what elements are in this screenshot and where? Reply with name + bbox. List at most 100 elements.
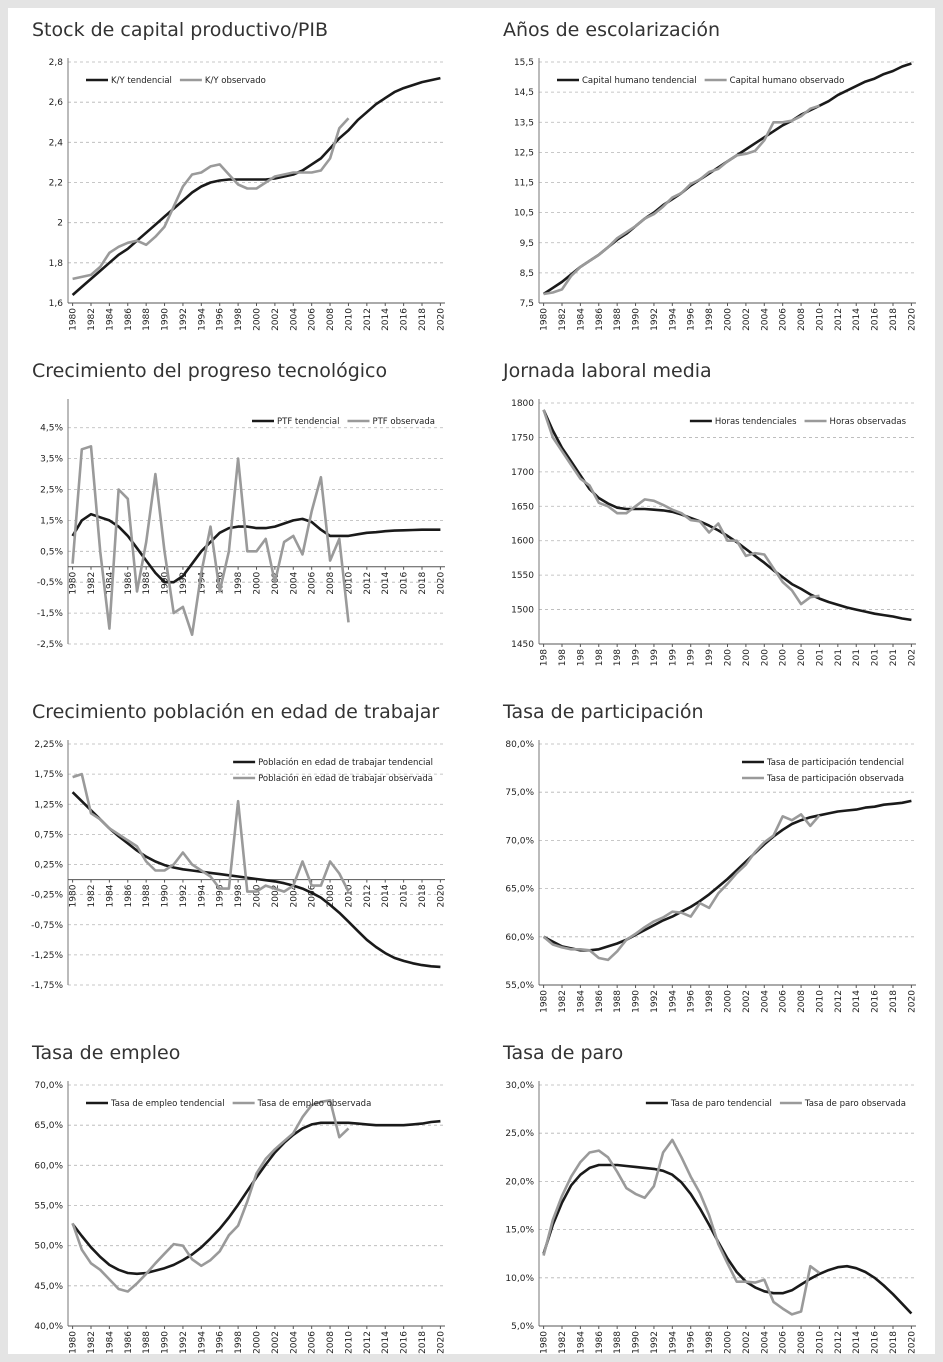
legend-label: PTF observada bbox=[372, 417, 435, 427]
legend: Horas tendenciales Horas observadas bbox=[689, 417, 907, 427]
x-tick-label: 1986 bbox=[595, 990, 605, 1013]
x-tick-label: 2004 bbox=[760, 1331, 770, 1354]
series-line bbox=[71, 791, 441, 969]
y-tick-label: 2,6 bbox=[49, 98, 64, 108]
x-tick-label: 1996 bbox=[216, 308, 226, 331]
chart-title: Stock de capital productivo/PIB bbox=[32, 19, 328, 41]
y-tick-label: 80,0% bbox=[505, 740, 534, 750]
x-tick-label: 2018 bbox=[418, 308, 428, 331]
y-tick-label: -2,5% bbox=[37, 640, 64, 650]
y-tick-label: 15,5 bbox=[514, 58, 534, 68]
x-tick-label: 1986 bbox=[124, 571, 134, 594]
x-tick-label: 199 bbox=[632, 649, 642, 666]
x-tick-label: 1998 bbox=[705, 1331, 715, 1354]
x-tick-label: 1992 bbox=[650, 990, 660, 1013]
legend: Capital humano tendencial Capital humano … bbox=[557, 76, 844, 86]
x-tick-label: 2016 bbox=[400, 884, 410, 907]
x-tick-label: 2012 bbox=[834, 990, 844, 1013]
x-tick-label: 1996 bbox=[216, 884, 226, 907]
x-tick-label: 1992 bbox=[179, 572, 189, 595]
y-tick-label: 1450 bbox=[511, 640, 534, 650]
x-tick-label: 1984 bbox=[576, 1331, 586, 1354]
y-tick-label: 5,0% bbox=[511, 1322, 534, 1332]
x-tick-label: 2020 bbox=[436, 308, 446, 331]
x-tick-label: 2020 bbox=[907, 990, 917, 1013]
y-tick-label: 1650 bbox=[511, 502, 534, 512]
x-tick-label: 200 bbox=[742, 649, 752, 666]
x-tick-label: 2002 bbox=[742, 1331, 752, 1354]
x-tick-label: 198 bbox=[595, 649, 605, 666]
x-tick-label: 1982 bbox=[558, 308, 568, 331]
x-tick-label: 2012 bbox=[834, 1331, 844, 1354]
series-line bbox=[71, 512, 441, 584]
x-tick-label: 2006 bbox=[308, 1331, 318, 1354]
x-tick-label: 200 bbox=[779, 649, 789, 666]
legend-label: Capital humano tendencial bbox=[582, 76, 697, 86]
x-tick-label: 201 bbox=[871, 649, 881, 666]
x-tick-label: 1984 bbox=[105, 1331, 115, 1354]
x-tick-label: 2014 bbox=[381, 308, 391, 331]
x-tick-label: 2000 bbox=[724, 990, 734, 1013]
x-tick-label: 2000 bbox=[253, 1331, 263, 1354]
x-tick-label: 198 bbox=[613, 649, 623, 666]
chart-panel: Tasa de empleo 40,0% 45,0% 50,0% 55,0% 60,0% 6… bbox=[31, 1042, 446, 1354]
chart-title: Crecimiento del progreso tecnológico bbox=[32, 360, 387, 382]
x-tick-label: 1992 bbox=[650, 1331, 660, 1354]
series-line bbox=[542, 1163, 913, 1315]
x-tick-label: 1994 bbox=[197, 308, 207, 331]
x-tick-label: 2002 bbox=[271, 1331, 281, 1354]
x-tick-label: 201 bbox=[889, 649, 899, 666]
x-tick-label: 2010 bbox=[344, 1331, 354, 1354]
y-tick-label: -0,25% bbox=[31, 891, 63, 901]
y-tick-label: 65,0% bbox=[34, 1121, 63, 1131]
x-tick-label: 1994 bbox=[668, 308, 678, 331]
x-tick-label: 1982 bbox=[558, 990, 568, 1013]
x-tick-label: 1996 bbox=[687, 1331, 697, 1354]
x-tick-label: 1984 bbox=[105, 308, 115, 331]
x-tick-label: 2012 bbox=[363, 572, 373, 595]
y-tick-label: 1,25% bbox=[34, 800, 63, 810]
series-line bbox=[542, 799, 912, 952]
legend-label: Población en edad de trabajar tendencial bbox=[258, 757, 433, 768]
legend-item: Tasa de participación observada bbox=[741, 773, 904, 784]
y-tick-label: 0,25% bbox=[34, 861, 63, 871]
x-tick-label: 2018 bbox=[889, 308, 899, 331]
chart-title: Años de escolarización bbox=[503, 19, 720, 41]
x-tick-label: 200 bbox=[724, 649, 734, 666]
x-tick-label: 1980 bbox=[69, 308, 79, 331]
x-tick-label: 1994 bbox=[197, 571, 207, 594]
x-tick-label: 2004 bbox=[289, 308, 299, 331]
legend-item: K/Y tendencial bbox=[86, 76, 172, 86]
x-tick-label: 2012 bbox=[834, 308, 844, 331]
x-tick-label: 200 bbox=[760, 649, 770, 666]
y-tick-label: 3,5% bbox=[40, 455, 63, 465]
legend-item: Tasa de paro tendencial bbox=[645, 1099, 772, 1109]
x-tick-label: 199 bbox=[705, 649, 715, 666]
x-tick-label: 2004 bbox=[289, 571, 299, 594]
y-tick-label: 9,5 bbox=[520, 239, 534, 249]
x-tick-label: 2020 bbox=[436, 1331, 446, 1354]
x-tick-label: 1984 bbox=[105, 571, 115, 594]
series-line bbox=[542, 409, 820, 606]
x-tick-label: 1980 bbox=[540, 308, 550, 331]
x-tick-label: 2008 bbox=[797, 308, 807, 331]
x-tick-label: 1996 bbox=[687, 990, 697, 1013]
legend: K/Y tendencial K/Y observado bbox=[86, 76, 266, 86]
x-tick-label: 1994 bbox=[197, 884, 207, 907]
series-line bbox=[542, 813, 821, 962]
legend-label: Población en edad de trabajar observada bbox=[258, 773, 433, 784]
x-tick-label: 2000 bbox=[253, 308, 263, 331]
y-tick-label: 8,5 bbox=[520, 269, 534, 279]
x-tick-label: 2010 bbox=[344, 571, 354, 594]
x-tick-label: 1982 bbox=[87, 308, 97, 331]
legend: PTF tendencial PTF observada bbox=[252, 417, 435, 427]
y-tick-label: 75,0% bbox=[505, 788, 534, 798]
x-tick-label: 1988 bbox=[613, 1331, 623, 1354]
y-tick-label: 1500 bbox=[511, 606, 534, 616]
y-tick-label: 10,0% bbox=[505, 1274, 534, 1284]
y-tick-label: 1,75% bbox=[34, 770, 63, 780]
x-tick-label: 2014 bbox=[381, 1331, 391, 1354]
x-tick-label: 2014 bbox=[381, 884, 391, 907]
y-tick-label: 20,0% bbox=[505, 1177, 534, 1187]
